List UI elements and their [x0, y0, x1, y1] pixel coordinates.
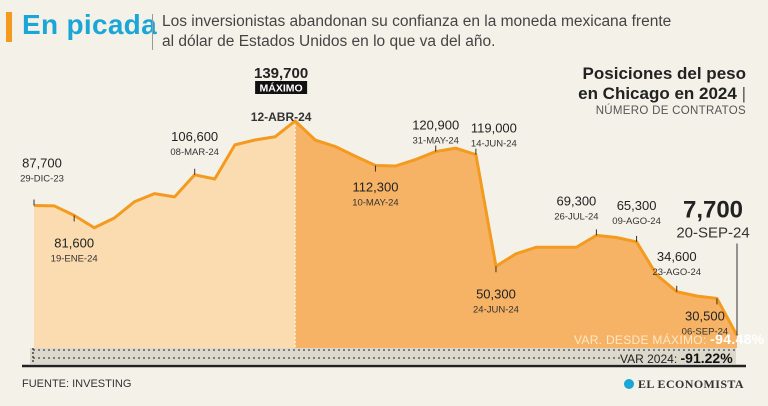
annotation-date: 09-AGO-24 — [612, 216, 661, 227]
header-divider — [152, 14, 153, 50]
annotation-value: 120,900 — [412, 118, 459, 133]
var-year: VAR 2024: -91.22% — [620, 350, 733, 366]
annotation-value: 112,300 — [352, 180, 398, 195]
annotation-date: 06-SEP-24 — [682, 326, 728, 337]
headline: En picada — [22, 9, 157, 40]
annotation-date: 26-JUL-24 — [554, 211, 598, 222]
var-from-max-value: -94.48% — [710, 331, 765, 347]
annotation-date: 10-MAY-24 — [352, 198, 398, 209]
panel-title: Posiciones del peso en Chicago en 2024 | — [578, 64, 746, 104]
annotation-date: 20-SEP-24 — [676, 224, 749, 241]
annotation-date: 23-AGO-24 — [652, 267, 701, 278]
subtitle: Los inversionistas abandonan su confianz… — [162, 13, 672, 50]
var-from-max: VAR. DESDE MÁXIMO: -94.48% — [574, 331, 765, 347]
area-after-max — [295, 121, 737, 348]
panel-subtitle: NÚMERO DE CONTRATOS — [595, 105, 746, 117]
annotation-value: 34,600 — [657, 249, 697, 264]
annotation-value: 7,700 — [683, 196, 743, 223]
annotation-date: 29-DIC-23 — [20, 173, 64, 184]
accent-bar — [6, 12, 12, 42]
panel-title-line1: Posiciones del peso — [582, 64, 746, 83]
annotation-date: 19-ENE-24 — [51, 253, 98, 264]
annotation-date: 14-JUN-24 — [471, 139, 517, 150]
annotation-value: 65,300 — [617, 198, 657, 213]
annotation-date: 08-MAR-24 — [170, 147, 219, 158]
max-badge-label: MÁXIMO — [260, 82, 303, 95]
ytd-band — [30, 348, 736, 364]
annotation-date: 31-MAY-24 — [412, 136, 458, 147]
area-before-max — [34, 121, 296, 348]
annotation-value: 69,300 — [557, 193, 597, 208]
source-note: FUENTE: INVESTING — [22, 378, 132, 390]
annotation-value: 87,700 — [22, 155, 62, 170]
annotation-value: 106,600 — [171, 129, 218, 144]
max-badge — [255, 81, 308, 94]
annotation-value: 81,600 — [54, 235, 94, 250]
annotation-value: 50,300 — [476, 286, 516, 301]
annotation-date: 24-JUN-24 — [473, 304, 519, 315]
brand-icon — [624, 379, 634, 389]
annotation-date: 12-ABR-24 — [251, 110, 312, 124]
annotation-value: 119,000 — [471, 121, 517, 136]
var-year-value: -91.22% — [680, 350, 733, 366]
panel-title-line2: en Chicago en 2024 | — [578, 84, 746, 103]
annotation-value: 139,700 — [254, 65, 308, 82]
series-line — [33, 119, 739, 337]
annotation-value: 30,500 — [685, 308, 725, 323]
brand-logo: EL ECONOMISTA — [624, 377, 744, 392]
